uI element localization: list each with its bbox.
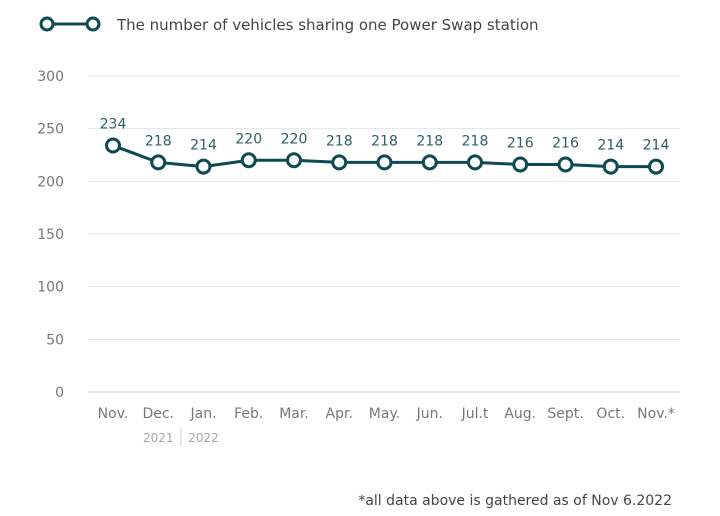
x-tick-label: Dec.	[142, 406, 174, 422]
data-point	[376, 154, 393, 171]
data-label: 218	[145, 133, 172, 149]
x-tick-label: Aug.	[504, 406, 536, 422]
data-label: 218	[462, 133, 489, 149]
data-label: 214	[597, 138, 624, 154]
data-label: 214	[190, 138, 217, 154]
x-tick-label: Jan.	[189, 406, 216, 422]
data-point	[467, 154, 483, 171]
data-point	[105, 137, 121, 154]
data-point	[648, 158, 664, 175]
y-tick-label: 50	[46, 332, 64, 348]
legend-label: The number of vehicles sharing one Power…	[116, 16, 539, 34]
data-label: 220	[235, 131, 262, 147]
legend-marker-right	[85, 16, 101, 32]
legend: The number of vehicles sharing one Power…	[39, 16, 539, 34]
data-point	[331, 154, 348, 171]
x-tick-label: Jul.t	[461, 406, 489, 422]
year-label: 2021	[143, 431, 174, 445]
data-point	[512, 156, 529, 173]
legend-marker-left	[39, 16, 55, 32]
data-point	[150, 154, 167, 171]
data-label: 218	[371, 133, 398, 149]
y-tick-label: 300	[37, 69, 64, 85]
data-label: 218	[326, 133, 353, 149]
gridlines	[88, 75, 680, 393]
data-point	[421, 154, 438, 171]
data-label: 214	[643, 138, 670, 154]
x-tick-label: Nov.*	[637, 406, 675, 422]
x-tick-label: May.	[369, 406, 400, 422]
footnote: *all data above is gathered as of Nov 6.…	[358, 493, 672, 509]
data-point	[195, 158, 212, 175]
year-label: 2022	[188, 431, 219, 445]
x-tick-label: Apr.	[326, 406, 353, 422]
y-axis-tick-labels: 0 50 100 150 200 250 300	[37, 69, 64, 401]
x-tick-label: Feb.	[234, 406, 263, 422]
x-tick-label: Sept.	[547, 406, 583, 422]
x-axis-tick-labels: Nov. Dec. Jan. Feb. Mar. Apr. May. Jun. Jul.t Aug…	[98, 406, 675, 446]
y-tick-label: 100	[37, 280, 64, 296]
data-label: 216	[552, 135, 579, 151]
data-label: 218	[416, 133, 443, 149]
data-point	[240, 152, 257, 169]
data-point	[286, 152, 302, 169]
y-tick-label: 200	[37, 174, 64, 190]
data-point	[602, 158, 619, 175]
x-tick-label: Oct.	[596, 406, 625, 422]
y-tick-label: 250	[37, 122, 64, 138]
data-label: 216	[507, 135, 534, 151]
series: 234 218 214 220 220 218 218 218 218 216 216 214 214	[100, 117, 670, 175]
data-point	[557, 156, 574, 173]
x-tick-label: Nov.	[98, 406, 129, 422]
data-label: 220	[281, 131, 308, 147]
y-tick-label: 0	[55, 385, 64, 401]
y-tick-label: 150	[37, 227, 64, 243]
x-tick-label: Jun.	[416, 406, 443, 422]
data-label: 234	[100, 117, 127, 133]
x-tick-label: Mar.	[279, 406, 309, 422]
